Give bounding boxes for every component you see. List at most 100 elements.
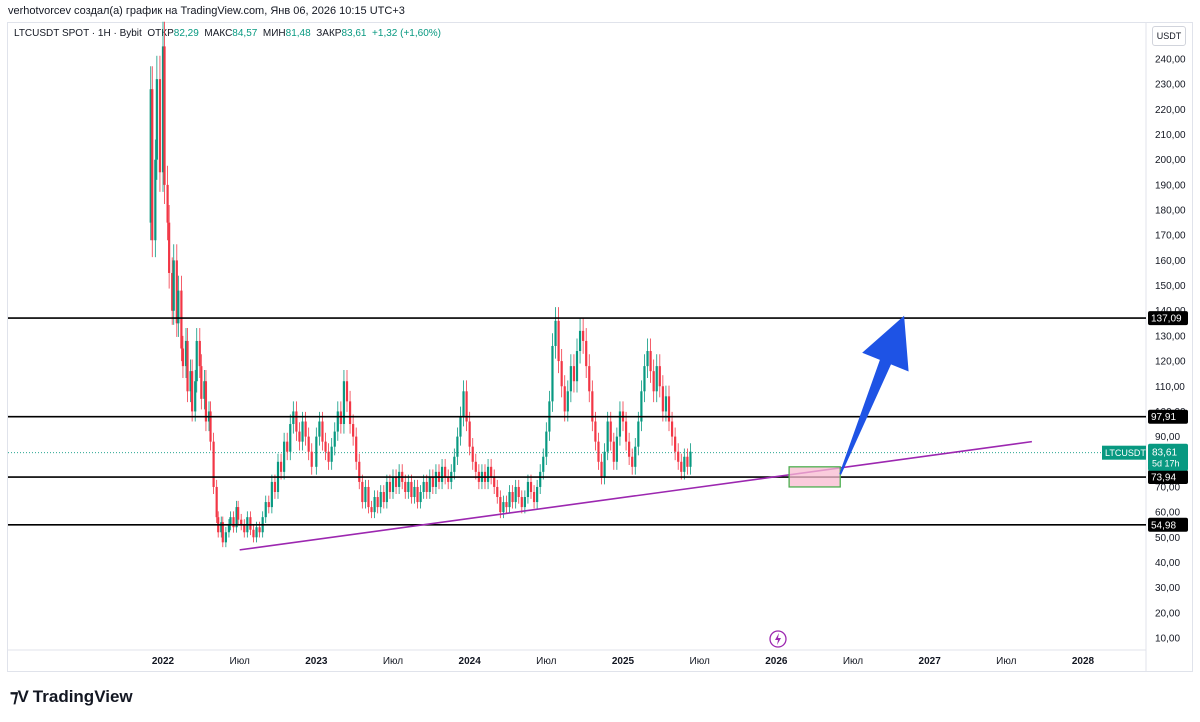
last-price-box [1148,443,1188,471]
candle-body [603,451,606,477]
candle-body [333,431,336,447]
candle-body [508,491,511,508]
candle-body [600,461,603,477]
legend-close: 83,61 [341,28,367,39]
candle-body [240,519,243,525]
legend-low-label: МИН [262,28,286,39]
tradingview-brand[interactable]: ⁊V TradingView [10,687,133,707]
candle-body [440,466,444,482]
candle-body [342,381,346,425]
y-tick-label: 200,00 [1155,155,1186,166]
candle-body [407,481,410,492]
candle-body [166,184,169,223]
candle-body [456,436,459,457]
y-tick-label: 120,00 [1155,357,1186,368]
y-tick-label: 90,00 [1155,432,1180,443]
candle-body [385,481,388,503]
candle-body [582,330,585,341]
candle-body [490,466,493,477]
candle-body [352,424,355,437]
candle-body [609,421,612,442]
candle-body [422,481,425,492]
y-tick-label: 20,00 [1155,608,1180,619]
candle-body [364,486,367,503]
candle-body [539,471,542,487]
candle-body [200,366,203,399]
candle-body [339,411,342,425]
x-tick-label: 2028 [1072,656,1095,667]
last-price-value: 83,61 [1152,448,1177,459]
candle-body [511,491,514,503]
candle-body [658,366,661,387]
lightning-icon [775,633,781,645]
candle-body [355,436,358,462]
candle-body [310,451,313,467]
x-tick-label: Июл [383,656,403,667]
candle-body [502,502,505,513]
x-tick-label: Июл [690,656,710,667]
candle-body [591,391,594,422]
candle-body [172,260,175,311]
level-label-box [1148,517,1188,532]
y-tick-label: 180,00 [1155,206,1186,217]
candle-body [358,461,361,482]
legend-high-label: МАКС [204,28,233,39]
candle-body [283,441,286,472]
legend-symbol[interactable]: LTCUSDT SPOT · 1H · Bybit [14,28,142,39]
candle-body [677,451,680,462]
candle-body [413,486,416,498]
y-tick-label: 150,00 [1155,281,1186,292]
candle-body [336,411,339,432]
candle-body [652,371,655,392]
candle-body [542,456,545,472]
candle-body [404,481,407,492]
candle-body [566,391,569,412]
candle-body [468,421,471,447]
tradingview-logo-icon: ⁊V [10,687,29,706]
candle-body [410,481,413,498]
x-tick-label: 2024 [459,656,482,667]
candle-body [295,411,298,432]
candle-body [177,290,180,324]
candle-body [180,290,183,349]
y-tick-label: 130,00 [1155,331,1186,342]
y-tick-label: 240,00 [1155,55,1186,66]
candle-body [209,411,212,442]
target-zone-box [788,466,841,488]
candle-body [680,461,683,472]
candle-body [523,497,526,508]
level-label: 97,91 [1151,412,1176,423]
candle-body [667,396,671,422]
candle-body [215,486,218,518]
symbol-legend: LTCUSDT SPOT · 1H · Bybit ОТКР82,29 МАКС… [14,28,441,39]
candle-body [618,411,622,437]
y-tick-label: 60,00 [1155,508,1180,519]
candle-body [252,529,255,538]
candle-body [496,486,499,498]
level-label: 54,98 [1151,520,1176,531]
candle-body [301,421,304,442]
candle-body [304,421,307,437]
candle-body [637,421,640,447]
x-tick-label: Июл [843,656,863,667]
candle-body [224,532,227,543]
level-label-box [1148,409,1188,424]
candle-body [655,366,658,392]
currency-button[interactable]: USDT [1152,26,1186,46]
candle-body [286,441,289,452]
candle-body [345,381,349,402]
chart-frame[interactable] [7,22,1193,672]
candle-body [572,366,576,382]
candle-body [249,517,252,530]
candle-body [569,366,572,392]
candle-body [267,502,270,508]
y-tick-label: 50,00 [1155,533,1180,544]
candle-body [155,79,158,160]
y-tick-label: 40,00 [1155,558,1180,569]
candle-body [324,441,327,452]
candle-body [379,491,382,508]
candle-body [161,46,165,173]
x-tick-label: Июл [536,656,556,667]
candle-body [186,340,189,392]
